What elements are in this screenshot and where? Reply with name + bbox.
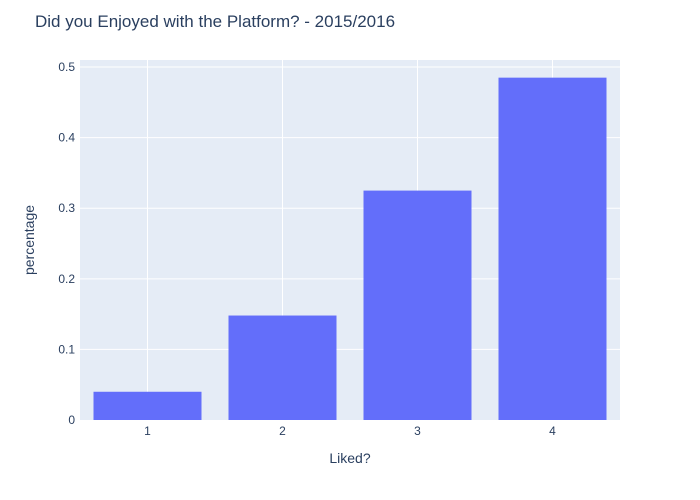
chart-title: Did you Enjoyed with the Platform? - 201… [35,12,396,31]
y-tick-label: 0.3 [58,201,75,215]
bar-3 [363,190,472,420]
bar-4 [498,77,607,420]
y-tick-label: 0.2 [58,272,75,286]
y-tick-label: 0 [68,413,75,427]
y-tick-label: 0.5 [58,60,75,74]
x-tick-label: 4 [549,424,556,438]
x-axis-label: Liked? [329,450,371,466]
y-tick-label: 0.1 [58,342,75,356]
x-tick-label: 3 [414,424,421,438]
y-tick-label: 0.4 [58,131,75,145]
bar-1 [93,391,202,420]
x-tick-label: 1 [144,424,151,438]
x-tick-label: 2 [279,424,286,438]
bar-2 [228,315,337,420]
y-axis-label: percentage [21,204,37,276]
